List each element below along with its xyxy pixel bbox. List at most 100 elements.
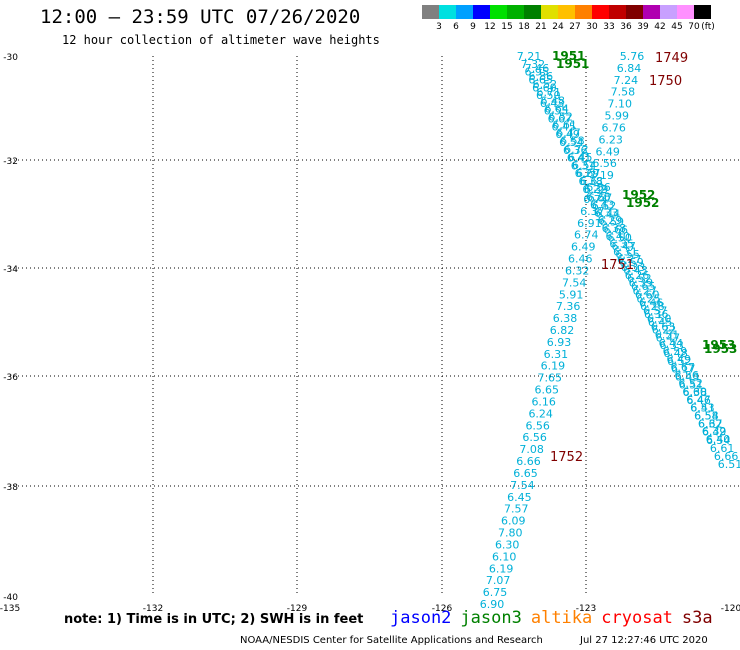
lat-lon-grid: [10, 56, 740, 596]
swh-value-track-c: 5.91: [559, 288, 584, 301]
legend-swatch: [677, 5, 694, 19]
satellite-label-s3a: s3a: [681, 608, 713, 628]
swh-value-track-c: 6.56: [522, 431, 547, 444]
swh-value-track-c: 6.19: [489, 562, 514, 575]
swh-value-track-a: 7.32: [521, 58, 546, 71]
color-legend: 3 6 9 12 15 18 21 24 27 30 33 36 39 42 45 70 (ft): [422, 5, 715, 33]
swh-value-track-b: 6.56: [674, 369, 699, 382]
legend-tick-label: 27: [569, 22, 581, 32]
swh-value-track-b: 6.52: [548, 111, 573, 124]
swh-value-track-b: 6.66: [714, 450, 739, 463]
swh-value-track-a: 6.39: [629, 277, 654, 290]
swh-value-track-a: 6.55: [544, 105, 569, 118]
swh-value-track-a: 6.37: [698, 417, 723, 430]
swh-value-track-c: 7.54: [510, 479, 535, 492]
swh-value-track-a: 6.29: [598, 214, 623, 227]
legend-swatch: [473, 5, 490, 19]
swh-value-track-c: 7.36: [556, 300, 581, 313]
time-label-1951: 1951: [552, 49, 585, 63]
page-title: 12:00 – 23:59 UTC 07/26/2020: [40, 6, 361, 28]
legend-swatches: [422, 5, 711, 19]
swh-value-track-b: 6.54: [706, 434, 731, 447]
swh-value-track-b: 6.61: [580, 175, 605, 188]
swh-value-track-b: 6.49: [667, 353, 692, 366]
swh-value-track-a: 6.40: [605, 230, 630, 243]
swh-value-track-b: 6.59: [619, 256, 644, 269]
swh-value-track-b: 6.45: [568, 151, 593, 164]
legend-swatch: [558, 5, 575, 19]
swh-value-track-b: 6.61: [710, 442, 735, 455]
swh-value-track-a: 6.31: [613, 245, 638, 258]
swh-value-track-a: 6.32: [702, 425, 727, 438]
swh-value-track-c: 6.66: [516, 455, 541, 468]
legend-swatch: [490, 5, 507, 19]
time-label-1952-b: 1952: [626, 196, 659, 210]
legend-tick-label: 45: [671, 22, 683, 32]
swh-value-track-a: 6.35: [609, 238, 634, 251]
lat-label: -32: [3, 157, 18, 167]
swh-value-track-c: 6.23: [598, 133, 623, 146]
swh-value-track-b: 6.46: [639, 296, 664, 309]
legend-tick-label: 6: [453, 22, 459, 32]
legend-swatch: [643, 5, 660, 19]
swh-value-track-b: 6.58: [694, 410, 719, 423]
swh-value-track-a: 6.51: [679, 378, 704, 391]
swh-value-track-b: 6.52: [627, 272, 652, 285]
swh-value-track-c: 6.56: [525, 419, 550, 432]
swh-value-track-a: 6.22: [582, 183, 607, 196]
legend-swatch: [626, 5, 643, 19]
swh-value-track-a: 6.38: [578, 175, 603, 188]
legend-swatch: [609, 5, 626, 19]
swh-value-track-b: 6.47: [611, 240, 636, 253]
swh-value-track-c: 6.45: [507, 491, 532, 504]
swh-value-track-c: 6.32: [565, 264, 590, 277]
satellite-label-jason2: jason2: [390, 608, 452, 628]
swh-value-track-b: 6.51: [718, 458, 740, 471]
time-label-1951-b: 1951: [556, 57, 589, 71]
legend-tick-label: 39: [637, 22, 649, 32]
swh-value-track-c: 6.19: [541, 360, 566, 373]
swh-value-track-b: 6.58: [560, 135, 585, 148]
swh-value-track-a: 6.43: [590, 199, 615, 212]
lon-label: -129: [287, 604, 308, 614]
swh-value-track-a: 6.95: [524, 66, 549, 79]
swh-value-track-a: 6.33: [621, 261, 646, 274]
swh-value-track-b: 6.52: [592, 199, 617, 212]
swh-value-track-b: 6.47: [556, 127, 581, 140]
legend-tick-label: 30: [586, 22, 598, 32]
swh-value-track-c: 6.82: [550, 324, 575, 337]
swh-value-track-b: 6.64: [544, 102, 569, 115]
legend-swatch: [524, 5, 541, 19]
swh-value-track-c: 7.54: [562, 276, 587, 289]
legend-tick-label: 36: [620, 22, 632, 32]
swh-value-track-c: 6.37: [580, 205, 605, 218]
credit-line: NOAA/NESDIS Center for Satellite Applica…: [240, 635, 543, 646]
swh-value-track-b: 6.60: [635, 288, 660, 301]
swh-value-track-b: 6.43: [623, 264, 648, 277]
swh-value-track-b: 6.50: [647, 313, 672, 326]
swh-value-track-b: 6.72: [564, 143, 589, 156]
swh-value-track-a: 6.45: [551, 120, 576, 133]
lat-label: -30: [3, 53, 18, 63]
swh-value-track-b: 6.86: [529, 70, 554, 83]
swh-value-track-c: 6.65: [513, 467, 538, 480]
lon-label: -123: [576, 604, 596, 614]
generated-timestamp: Jul 27 12:27:46 UTC 2020: [580, 635, 708, 646]
lat-label: -34: [3, 265, 18, 275]
swh-value-track-b: 6.71: [537, 86, 562, 99]
swh-value-track-b: 6.44: [659, 337, 684, 350]
swh-value-track-a: 6.31: [571, 159, 596, 172]
swh-value-track-b: 6.57: [643, 304, 668, 317]
swh-value-track-b: 6.57: [588, 191, 613, 204]
swh-value-track-b: 6.51: [655, 329, 680, 342]
swh-value-track-c: 6.90: [480, 598, 505, 611]
swh-value-track-b: 6.63: [651, 321, 676, 334]
swh-value-track-a: 6.33: [594, 206, 619, 219]
swh-value-track-b: 6.52: [533, 78, 558, 91]
time-labels: 1951 1951 1952 1952 1953 1953 1749 1750 …: [550, 49, 737, 465]
swh-value-track-a: 6.41: [567, 152, 592, 165]
swh-value-track-a: 6.46: [686, 394, 711, 407]
swh-value-track-b: 6.54: [572, 159, 597, 172]
legend-swatch: [507, 5, 524, 19]
legend-swatch: [439, 5, 456, 19]
